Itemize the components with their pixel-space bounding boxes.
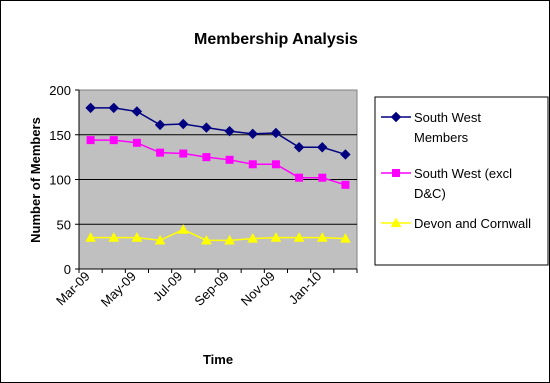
x-tick-label: Nov-09 [238, 269, 278, 309]
data-point-series-1 [131, 106, 143, 117]
series-line-3 [90, 228, 346, 242]
data-point-series-2 [202, 153, 211, 162]
data-point-series-2 [295, 173, 304, 182]
x-axis-label: Time [203, 352, 233, 367]
data-point-series-1 [224, 125, 235, 137]
data-point-series-1 [108, 102, 119, 114]
data-point-series-2 [179, 149, 188, 158]
y-tick-label: 200 [49, 83, 71, 98]
series-markers [85, 102, 351, 245]
data-point-series-1 [201, 122, 212, 133]
y-tick-label: 0 [64, 262, 71, 277]
x-tick-label: Sep-09 [191, 269, 231, 309]
data-point-series-1 [293, 142, 305, 153]
legend-label: South West [414, 110, 481, 125]
data-point-series-1 [317, 142, 328, 153]
y-axis-label: Number of Members [28, 117, 43, 243]
data-point-series-1 [178, 118, 189, 130]
data-point-series-1 [270, 127, 282, 139]
legend-marker [392, 169, 400, 177]
y-axis-ticks: 0 50 100 150 200 [49, 83, 79, 277]
data-point-series-3 [340, 233, 351, 243]
data-point-series-3 [108, 232, 120, 242]
y-tick-label: 50 [57, 217, 71, 232]
data-point-series-2 [109, 136, 118, 145]
legend-marker [390, 111, 402, 123]
data-point-series-3 [201, 234, 212, 245]
legend-label: Devon and Cornwall [414, 216, 531, 231]
legend: South West Members South West (excl D&C) Dev… [381, 110, 531, 231]
x-tick-label: Mar-09 [53, 269, 93, 309]
data-point-series-3 [270, 232, 282, 242]
data-point-series-1 [340, 149, 351, 160]
data-point-series-2 [341, 180, 350, 189]
data-point-series-2 [271, 160, 280, 169]
legend-label: South West (excl [414, 166, 512, 181]
data-point-series-1 [154, 119, 166, 131]
data-point-series-3 [247, 233, 259, 243]
y-tick-label: 100 [49, 173, 71, 188]
data-point-series-2 [86, 136, 95, 145]
data-point-series-3 [131, 232, 143, 242]
legend-box [374, 96, 549, 266]
data-point-series-3 [85, 232, 96, 242]
data-point-series-3 [177, 224, 189, 234]
data-point-series-3 [293, 232, 305, 242]
chart-title: Membership Analysis [194, 31, 358, 48]
y-tick-label: 150 [49, 128, 71, 143]
data-point-series-3 [224, 234, 235, 245]
data-point-series-3 [154, 234, 166, 245]
data-point-series-1 [85, 102, 96, 114]
data-point-series-2 [132, 138, 141, 147]
data-point-series-2 [156, 148, 165, 157]
x-tick-label: Jan-10 [286, 269, 325, 308]
data-point-series-2 [225, 155, 234, 164]
legend-marker [390, 217, 402, 228]
data-point-series-2 [318, 173, 327, 182]
data-point-series-3 [316, 232, 328, 242]
x-tick-label: May-09 [98, 269, 139, 310]
x-axis-ticks: Mar-09 May-09 Jul-09 Sep-09 Nov-09 Jan-10 [53, 269, 358, 310]
data-point-series-2 [248, 160, 257, 169]
x-tick-label: Jul-09 [150, 269, 186, 305]
data-point-series-1 [247, 128, 258, 140]
legend-label: D&C) [414, 186, 446, 201]
gridlines [79, 134, 357, 225]
legend-label: Members [414, 130, 469, 145]
